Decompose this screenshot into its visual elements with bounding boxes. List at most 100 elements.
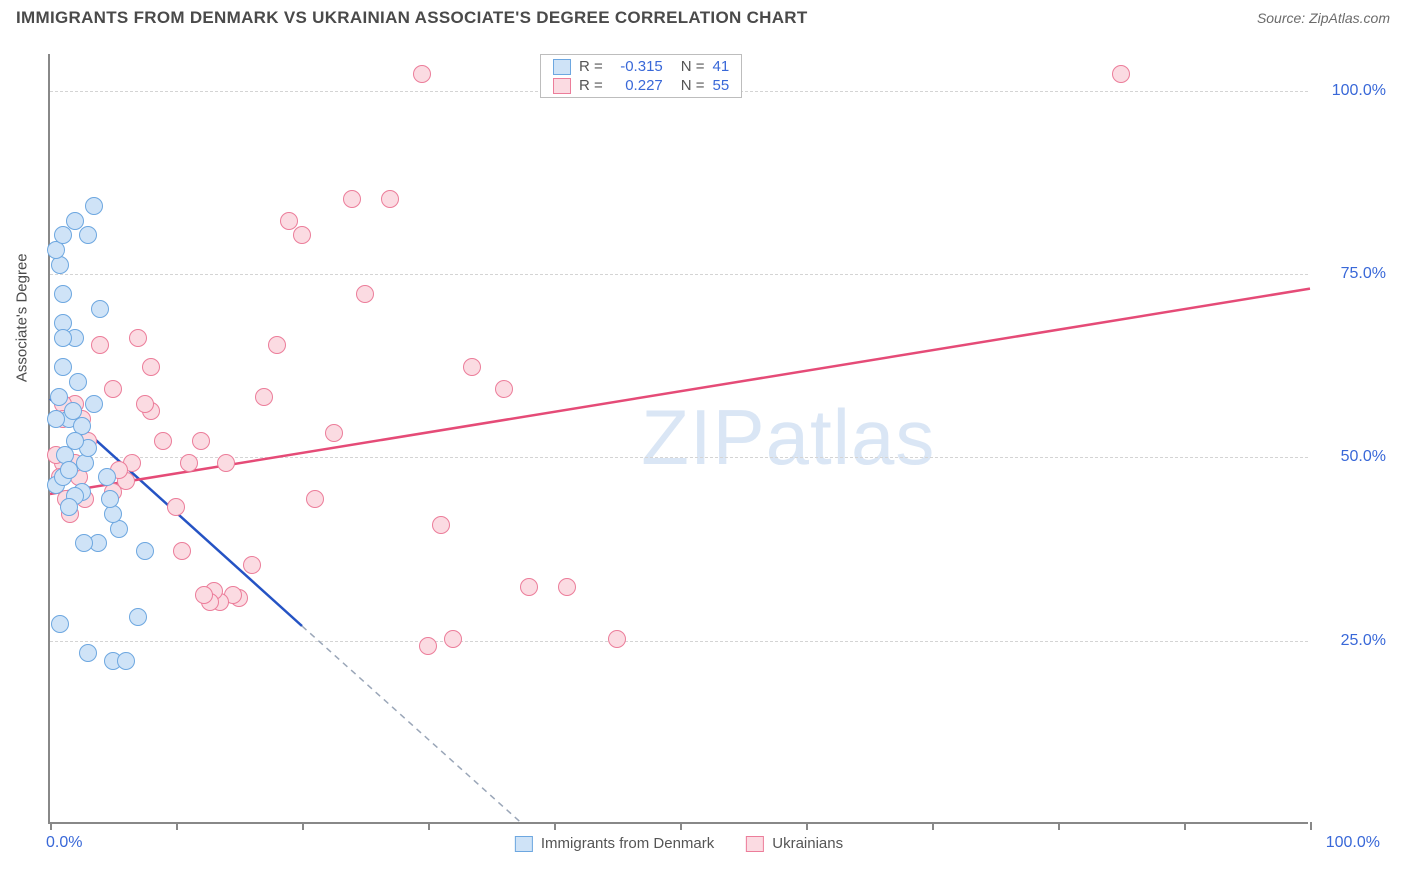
scatter-point — [47, 410, 65, 428]
legend-swatch — [553, 59, 571, 75]
y-tick-label: 100.0% — [1332, 82, 1386, 100]
source-label: Source: ZipAtlas.com — [1257, 10, 1390, 26]
x-tick-min: 0.0% — [46, 834, 82, 852]
scatter-point — [85, 197, 103, 215]
scatter-point — [306, 490, 324, 508]
legend-r-value: -0.315 — [611, 58, 663, 75]
scatter-point — [136, 542, 154, 560]
scatter-point — [60, 498, 78, 516]
x-tick — [50, 822, 52, 830]
scatter-point — [608, 630, 626, 648]
scatter-point — [129, 608, 147, 626]
scatter-point — [54, 329, 72, 347]
scatter-point — [325, 424, 343, 442]
scatter-point — [413, 65, 431, 83]
legend-series-name: Immigrants from Denmark — [541, 835, 714, 852]
x-tick — [806, 822, 808, 830]
legend-stat-row: R = 0.227 N = 55 — [541, 76, 741, 95]
scatter-point — [101, 490, 119, 508]
legend-stat-row: R = -0.315 N = 41 — [541, 57, 741, 76]
x-tick — [680, 822, 682, 830]
scatter-point — [54, 226, 72, 244]
gridline-h — [50, 641, 1308, 642]
scatter-point — [54, 285, 72, 303]
chart-title: IMMIGRANTS FROM DENMARK VS UKRAINIAN ASS… — [16, 8, 808, 28]
y-axis-label: Associate's Degree — [14, 253, 31, 382]
scatter-point — [495, 380, 513, 398]
scatter-point — [69, 373, 87, 391]
legend-swatch — [746, 836, 764, 852]
x-tick — [1058, 822, 1060, 830]
legend-swatch — [553, 78, 571, 94]
x-tick — [176, 822, 178, 830]
scatter-point — [154, 432, 172, 450]
series-legend: Immigrants from Denmark Ukrainians — [515, 835, 843, 852]
x-tick — [302, 822, 304, 830]
scatter-point — [167, 498, 185, 516]
x-tick — [1184, 822, 1186, 830]
scatter-point — [195, 586, 213, 604]
scatter-point — [136, 395, 154, 413]
legend-series-item: Ukrainians — [746, 835, 843, 852]
legend-series-item: Immigrants from Denmark — [515, 835, 714, 852]
scatter-point — [293, 226, 311, 244]
legend-n-label: N = — [681, 58, 705, 75]
y-tick-label: 75.0% — [1341, 265, 1386, 283]
scatter-point — [217, 454, 235, 472]
scatter-point — [66, 212, 84, 230]
x-tick — [428, 822, 430, 830]
scatter-point — [142, 358, 160, 376]
legend-r-value: 0.227 — [611, 77, 663, 94]
y-tick-label: 50.0% — [1341, 448, 1386, 466]
legend-swatch — [515, 836, 533, 852]
scatter-point — [51, 615, 69, 633]
scatter-point — [343, 190, 361, 208]
scatter-point — [104, 380, 122, 398]
watermark-thin: atlas — [766, 393, 936, 481]
scatter-point — [64, 402, 82, 420]
gridline-h — [50, 274, 1308, 275]
watermark: ZIPatlas — [641, 392, 935, 483]
x-tick — [1310, 822, 1312, 830]
scatter-point — [79, 644, 97, 662]
scatter-point — [356, 285, 374, 303]
scatter-point — [463, 358, 481, 376]
watermark-bold: ZIP — [641, 393, 765, 481]
trend-lines-layer — [50, 54, 1308, 822]
scatter-point — [444, 630, 462, 648]
legend-n-label: N = — [681, 77, 705, 94]
gridline-h — [50, 457, 1308, 458]
scatter-point — [243, 556, 261, 574]
scatter-point — [79, 226, 97, 244]
scatter-point — [255, 388, 273, 406]
x-tick — [554, 822, 556, 830]
scatter-point — [180, 454, 198, 472]
legend-n-value: 41 — [713, 58, 730, 75]
scatter-point — [192, 432, 210, 450]
legend-r-label: R = — [579, 58, 603, 75]
legend-r-label: R = — [579, 77, 603, 94]
legend-series-name: Ukrainians — [772, 835, 843, 852]
scatter-point — [1112, 65, 1130, 83]
x-tick — [932, 822, 934, 830]
scatter-point — [98, 468, 116, 486]
scatter-point — [75, 534, 93, 552]
scatter-point — [173, 542, 191, 560]
scatter-point — [85, 395, 103, 413]
scatter-point — [520, 578, 538, 596]
chart-plot-area: ZIPatlas Associate's Degree R =-0.315N =… — [48, 54, 1308, 824]
scatter-point — [117, 652, 135, 670]
scatter-point — [66, 432, 84, 450]
scatter-point — [381, 190, 399, 208]
scatter-point — [558, 578, 576, 596]
scatter-point — [54, 358, 72, 376]
scatter-point — [268, 336, 286, 354]
scatter-point — [60, 461, 78, 479]
y-tick-label: 25.0% — [1341, 632, 1386, 650]
correlation-legend: R = -0.315 N = 41 R = 0.227 N = 55 — [540, 54, 742, 98]
scatter-point — [129, 329, 147, 347]
scatter-point — [432, 516, 450, 534]
legend-n-value: 55 — [713, 77, 730, 94]
scatter-point — [91, 336, 109, 354]
scatter-point — [50, 388, 68, 406]
